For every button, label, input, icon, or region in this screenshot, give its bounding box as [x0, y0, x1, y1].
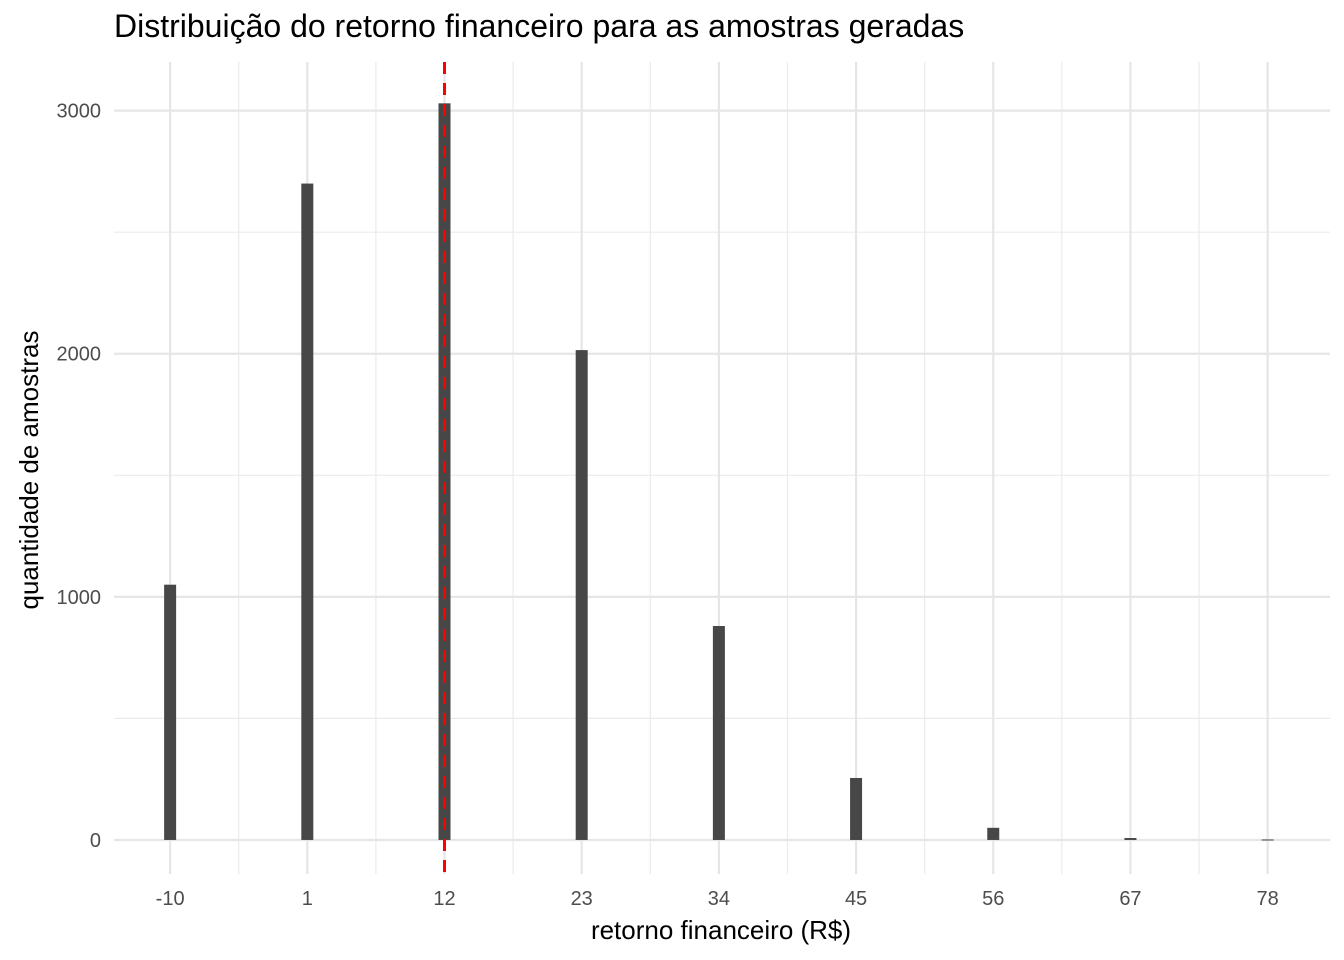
x-tick-label: 67: [1119, 888, 1141, 910]
histogram-bar: [1261, 839, 1274, 841]
histogram-bar: [575, 350, 588, 840]
histogram-bar: [301, 183, 314, 840]
x-tick-label: 45: [845, 888, 867, 910]
x-tick-label: 1: [302, 888, 313, 910]
x-tick-label: -10: [156, 888, 185, 910]
histogram-bar: [164, 584, 177, 840]
histogram-bar: [712, 626, 725, 840]
x-tick-label: 34: [708, 888, 730, 910]
y-tick-label: 3000: [57, 101, 102, 123]
x-tick-label: 23: [571, 888, 593, 910]
y-tick-labels: 0 1000 2000 3000: [57, 101, 102, 852]
histogram-bar: [1124, 838, 1137, 840]
y-tick-label: 1000: [57, 587, 102, 609]
y-tick-label: 2000: [57, 344, 102, 366]
y-axis-title: quantidade de amostras: [14, 331, 44, 610]
x-axis-title: retorno financeiro (R$): [591, 915, 851, 945]
x-tick-label: 78: [1257, 888, 1279, 910]
histogram-bar: [987, 827, 1000, 840]
chart-title: Distribuição do retorno financeiro para …: [114, 8, 965, 44]
histogram-bar: [850, 777, 863, 840]
x-tick-label: 12: [433, 888, 455, 910]
y-tick-label: 0: [90, 830, 101, 852]
x-tick-labels: -10 1 12 23 34 45 56 67 78: [156, 888, 1279, 910]
x-tick-label: 56: [982, 888, 1004, 910]
